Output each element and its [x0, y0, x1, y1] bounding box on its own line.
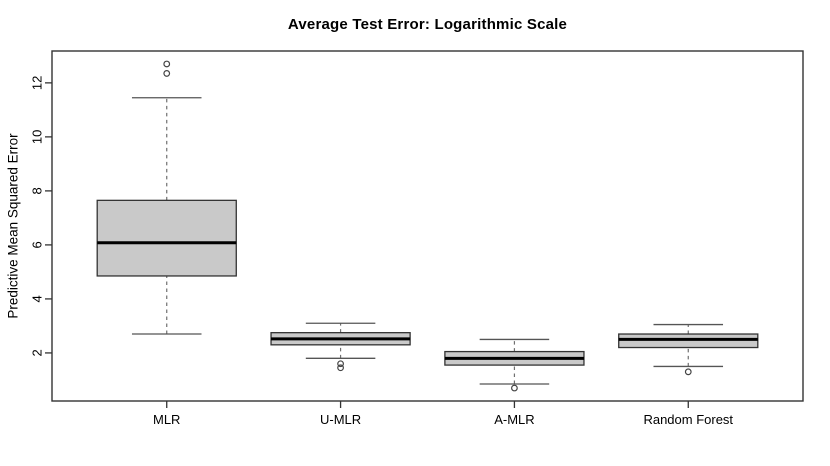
y-tick-label: 2	[29, 349, 44, 356]
outlier-point	[163, 70, 171, 77]
chart-title: Average Test Error: Logarithmic Scale	[287, 16, 568, 33]
x-category-label: MLR	[153, 412, 180, 427]
x-category-label: Random Forest	[643, 412, 733, 427]
x-category-label: A-MLR	[494, 412, 534, 427]
plot-border	[51, 50, 804, 402]
outlier-point	[511, 384, 518, 392]
outlier-point	[337, 364, 344, 372]
x-category-label: U-MLR	[320, 412, 361, 427]
outlier-point	[684, 368, 692, 376]
y-tick-label: 10	[29, 130, 44, 144]
outlier-point	[163, 60, 171, 68]
outlier-point	[337, 360, 344, 368]
iqr-box	[96, 199, 237, 277]
y-tick-label: 6	[29, 241, 44, 248]
y-tick-label: 8	[29, 187, 44, 194]
y-tick-label: 4	[29, 295, 44, 302]
y-tick-label: 12	[29, 76, 44, 90]
y-axis-title: Predictive Mean Squared Error	[5, 133, 21, 319]
